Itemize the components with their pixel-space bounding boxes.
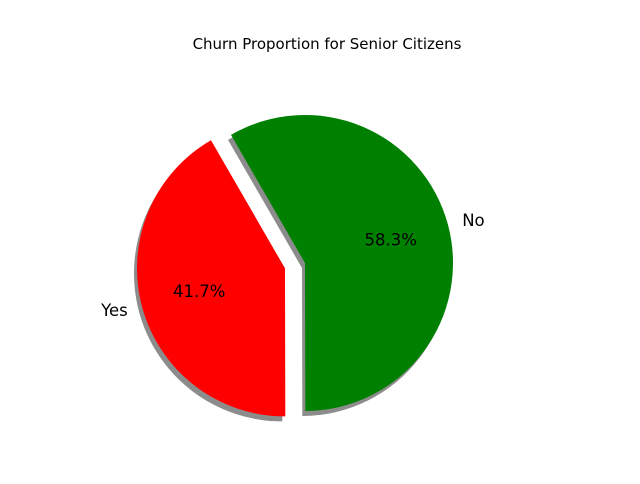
slice-label-yes: Yes [100, 301, 128, 320]
slice-layer [136, 114, 454, 417]
pie-slice-no [231, 114, 454, 411]
slice-percent-yes: 41.7% [173, 282, 225, 301]
chart-title: Churn Proportion for Senior Citizens [193, 35, 462, 53]
slice-percent-no: 58.3% [365, 230, 417, 249]
slice-label-no: No [462, 211, 484, 230]
label-layer: Yes 41.7% No 58.3% [100, 211, 485, 320]
pie-slice-yes [136, 140, 286, 417]
